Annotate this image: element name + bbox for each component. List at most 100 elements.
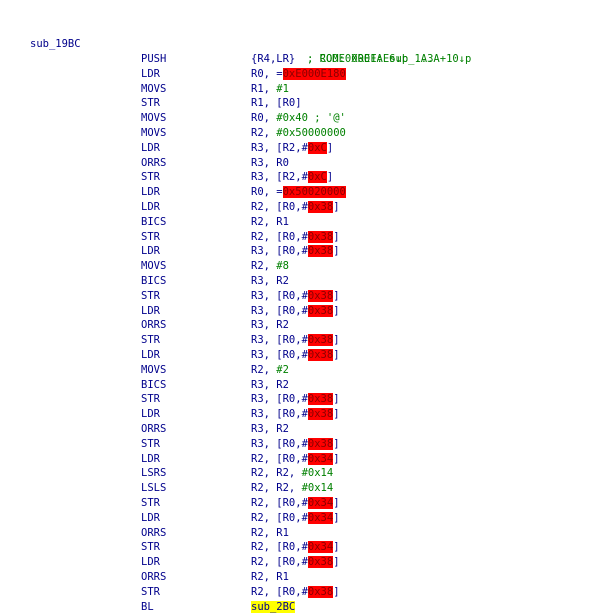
mnemonic: LSRS [141, 467, 167, 480]
mnemonic: MOVS [141, 112, 167, 125]
operand-text: R2, [R0,# [251, 497, 308, 509]
mnemonic: LDR [141, 349, 160, 361]
operand-text: R3, [R0,# [251, 334, 308, 347]
operands: R0, =0xE000E180 [251, 67, 346, 82]
operand-text: ] [333, 289, 340, 302]
operand-text: ] [333, 497, 340, 509]
mnemonic: LSLS [141, 482, 167, 495]
operand-text: R2, R2, [251, 467, 302, 480]
immediate-value: #0x14 [301, 482, 334, 495]
operands: R2, R2, #0x14 [251, 466, 333, 481]
operand-text: R2, [R0,# [251, 556, 308, 569]
operands: R2, [R0,#0x34] [251, 511, 340, 526]
operand-text: R0, = [251, 186, 283, 199]
operand-text: ] [326, 171, 334, 184]
operands: sub_2BC [251, 600, 296, 615]
mnemonic: STR [141, 171, 160, 184]
operands: R2, [R0,#0x34] [251, 452, 340, 467]
operand-text: ] [333, 408, 340, 421]
highlighted-operand: 0x38 [307, 408, 334, 421]
operand-text: R2, R1 [251, 526, 289, 539]
operand-text: ] [333, 511, 340, 524]
mnemonic: STR [141, 497, 160, 509]
operands: R3, [R0,#0x38] [251, 437, 340, 452]
highlighted-operand: 0x34 [307, 541, 334, 554]
operand-text: R3, [R0,# [251, 245, 308, 258]
operands: R0, #0x40 ; '@' [251, 111, 346, 126]
operand-text: R2, [R0,# [251, 541, 308, 554]
highlighted-operand: 0x38 [307, 245, 334, 258]
operand-text: R2, [R0,# [251, 201, 308, 213]
highlighted-operand: 0x38 [307, 585, 334, 598]
mnemonic: MOVS [141, 363, 167, 376]
mnemonic: STR [141, 289, 160, 302]
operands: R3, R2 [251, 378, 289, 393]
operand-text: ] [333, 304, 340, 317]
immediate-value: #0x14 [301, 467, 334, 480]
operands: R2, [R0,#0x34] [251, 540, 340, 555]
mnemonic: STR [141, 585, 160, 598]
operand-text: R1, [251, 82, 277, 95]
mnemonic: BICS [141, 215, 167, 228]
highlighted-operand: 0xC [307, 141, 327, 154]
mnemonic: LDR [141, 511, 160, 524]
operand-text: R3, R0 [251, 156, 289, 169]
mnemonic: BICS [141, 275, 167, 287]
operand-text: R0, [251, 112, 277, 125]
mnemonic: STR [141, 334, 160, 347]
immediate-value: #0x50000000 [276, 127, 346, 139]
operand-text: R3, [R0,# [251, 437, 308, 450]
function-header-line: sub_19BC ; CODE XREF: sub_1A3A+10↓p [0, 22, 471, 65]
immediate-value: #0x40 ; '@' [276, 112, 346, 125]
mnemonic: LDR [141, 245, 160, 258]
operand-text: ] [333, 349, 340, 361]
operand-text: R2, R1 [251, 215, 289, 228]
operands: R1, [R0] [251, 96, 302, 111]
mnemonic: LDR [141, 67, 160, 80]
highlighted-operand: 0x38 [307, 393, 334, 406]
operands: R3, [R0,#0x38] [251, 407, 340, 422]
xref-comment[interactable]: ; ROM:00001AE6↓p ... [307, 52, 434, 65]
operand-text: ] [333, 556, 340, 569]
function-label[interactable]: sub_19BC [30, 37, 81, 50]
mnemonic: LDR [141, 141, 160, 154]
operands: R3, [R0,#0x38] [251, 289, 340, 304]
operand-text: ] [333, 452, 340, 465]
immediate-value: #2 [276, 363, 289, 376]
mnemonic: STR [141, 393, 160, 406]
operand-text: R2, [R0,# [251, 230, 308, 243]
operand-text: R3, R2 [251, 423, 289, 435]
operands: R2, [R0,#0x38] [251, 230, 340, 245]
operands: {R4,LR} [251, 52, 295, 67]
operands: R2, R1 [251, 526, 289, 541]
operand-text: ] [333, 245, 340, 258]
call-target-link[interactable]: sub_2BC [251, 600, 296, 613]
operand-text: R2, [R0,# [251, 452, 308, 465]
mnemonic: ORRS [141, 156, 167, 169]
mnemonic: STR [141, 541, 160, 554]
mnemonic: STR [141, 437, 160, 450]
operands: R2, #8 [251, 259, 289, 274]
immediate-value: #1 [276, 82, 289, 95]
mnemonic: BL [141, 600, 154, 613]
operands: R3, [R0,#0x38] [251, 348, 340, 363]
mnemonic: LDR [141, 408, 160, 421]
operand-text: ] [333, 437, 340, 450]
mnemonic: MOVS [141, 127, 167, 139]
operands: R3, R0 [251, 156, 289, 171]
mnemonic: LDR [141, 201, 160, 213]
xref-comment[interactable]: ; CODE XREF: sub_1A3A+10↓p [307, 52, 472, 65]
operand-text: R3, [R0,# [251, 289, 308, 302]
operand-text: {R4,LR} [251, 53, 296, 65]
operands: R3, [R0,#0x38] [251, 304, 340, 319]
mnemonic: ORRS [141, 571, 167, 583]
operands: R2, #0x50000000 [251, 126, 346, 141]
operand-text: R3, R2 [251, 378, 289, 391]
highlighted-operand: 0x50020000 [282, 186, 346, 199]
mnemonic: ORRS [141, 423, 167, 435]
operand-text: R2, [251, 260, 277, 273]
xref-line: ; ROM:00001AE6↓p ... [0, 37, 433, 65]
operand-text: R2, [251, 127, 277, 139]
highlighted-operand: 0x34 [307, 511, 334, 524]
operands: R2, R1 [251, 215, 289, 230]
